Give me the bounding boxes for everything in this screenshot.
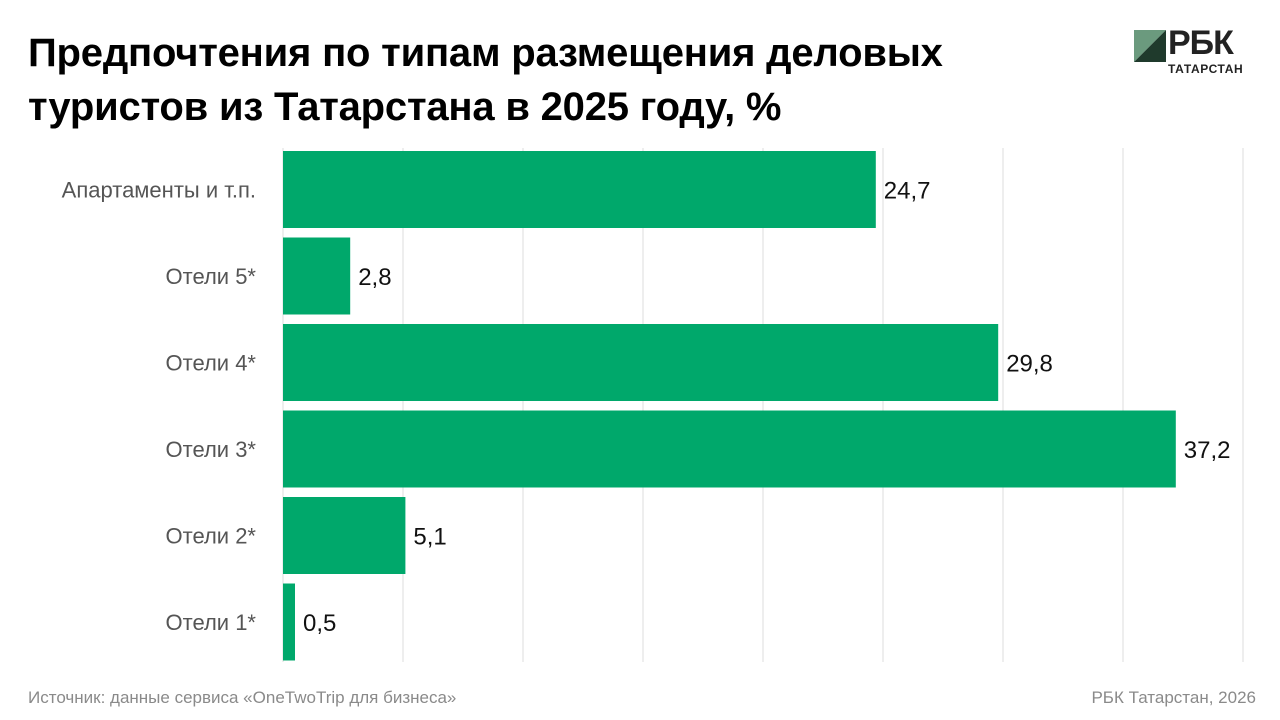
source-note: Источник: данные сервиса «OneTwoTrip для… bbox=[28, 688, 457, 707]
chart-title-line-1: Предпочтения по типам размещения деловых bbox=[28, 31, 943, 75]
category-label-1: Отели 5* bbox=[166, 264, 257, 289]
category-label-2: Отели 4* bbox=[166, 351, 257, 376]
chart-title: Предпочтения по типам размещения деловых… bbox=[28, 26, 1118, 134]
grid-lines bbox=[282, 148, 1244, 662]
category-label-3: Отели 3* bbox=[166, 437, 257, 462]
bar-4 bbox=[283, 497, 406, 574]
bar-3 bbox=[283, 410, 1176, 488]
category-label-4: Отели 2* bbox=[166, 524, 257, 549]
credit-note: РБК Татарстан, 2026 bbox=[1091, 688, 1256, 707]
category-labels: Апартаменты и т.п. Отели 5* Отели 4* Отели … bbox=[62, 178, 257, 636]
value-label-1: 2,8 bbox=[358, 264, 391, 291]
rbc-logo-word: РБК bbox=[1168, 24, 1234, 62]
bar-1 bbox=[283, 237, 351, 315]
value-label-2: 29,8 bbox=[1006, 351, 1053, 378]
rbc-logo-mark-icon bbox=[1134, 30, 1166, 62]
rbc-logo-sub: ТАТАРСТАН bbox=[1168, 62, 1244, 76]
bars bbox=[283, 151, 1176, 661]
category-label-0: Апартаменты и т.п. bbox=[62, 178, 256, 203]
value-label-0: 24,7 bbox=[884, 178, 931, 205]
value-label-4: 5,1 bbox=[413, 524, 446, 551]
value-label-3: 37,2 bbox=[1184, 437, 1231, 464]
value-labels: 24,7 2,8 29,8 37,2 5,1 0,5 bbox=[303, 178, 1231, 638]
bar-5 bbox=[283, 583, 295, 661]
bar-2 bbox=[283, 324, 999, 401]
rbc-logo: РБК ТАТАРСТАН bbox=[1134, 24, 1252, 76]
value-label-5: 0,5 bbox=[303, 610, 336, 637]
chart-title-line-2: туристов из Татарстана в 2025 году, % bbox=[28, 85, 782, 129]
bar-0 bbox=[283, 151, 876, 228]
category-label-5: Отели 1* bbox=[166, 610, 257, 635]
